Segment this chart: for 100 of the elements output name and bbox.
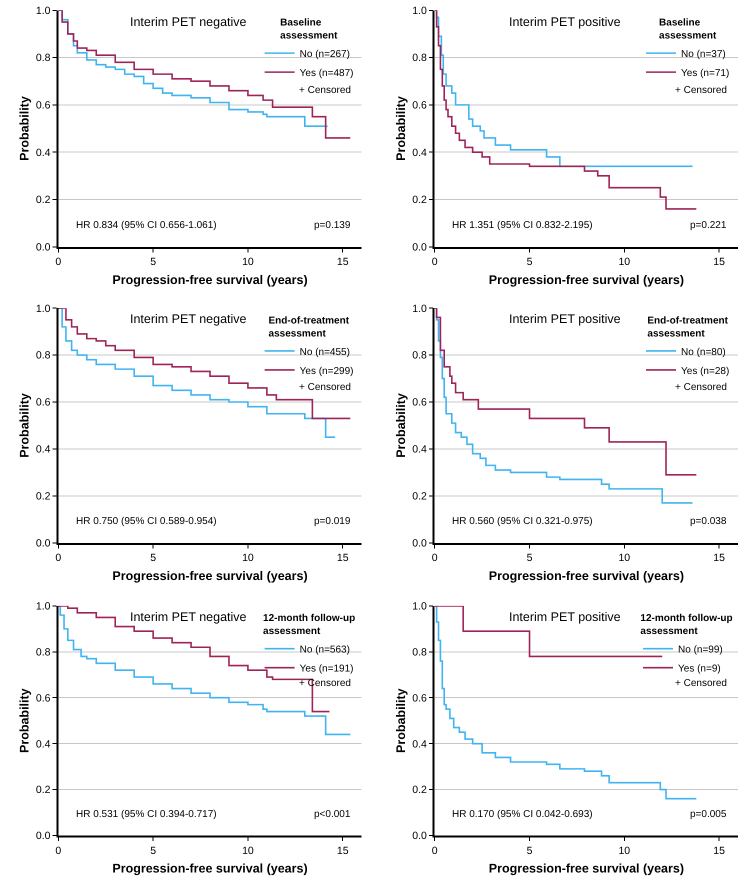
x-tick-label: 15 [336, 256, 349, 268]
y-tick-label: 0.0 [36, 830, 51, 842]
y-tick-label: 0.0 [412, 241, 428, 254]
annotation: p<0.001 [314, 809, 351, 820]
y-axis-title: Probability [18, 688, 32, 753]
legend-label: No (n=455) [300, 346, 350, 358]
y-tick-label: 0.4 [412, 444, 428, 456]
annotation: p=0.019 [314, 516, 351, 527]
chart-title: Interim PET negative [130, 312, 247, 326]
y-tick-label: 0.0 [412, 830, 428, 842]
x-tick-label: 5 [150, 844, 156, 857]
legend-label: No (n=267) [300, 49, 350, 60]
annotation: + Censored [675, 382, 727, 393]
legend-title: Baseline assessment [659, 18, 717, 42]
x-tick-label: 5 [526, 552, 533, 564]
y-tick-label: 0.2 [36, 194, 51, 206]
chart-title: Interim PET negative [130, 15, 247, 29]
annotation: + Censored [675, 85, 727, 96]
x-tick-label: 0 [432, 256, 438, 268]
y-tick-label: 0.2 [412, 784, 428, 796]
y-tick-label: 0.2 [412, 194, 428, 206]
y-tick-label: 0.4 [36, 146, 51, 159]
x-tick-label: 15 [713, 256, 726, 268]
chart-title: Interim PET negative [130, 610, 247, 624]
x-tick-label: 15 [713, 844, 726, 857]
legend-title: End-of-treatment assessment [647, 315, 729, 340]
legend-label: Yes (n=191) [300, 664, 354, 675]
legend-label: Yes (n=9) [678, 664, 721, 675]
annotation: HR 0.750 (95% CI 0.589-0.954) [76, 516, 217, 527]
y-tick-label: 0.8 [36, 52, 51, 64]
annotation: p=0.139 [314, 220, 351, 231]
x-tick-label: 5 [526, 256, 533, 268]
legend-label: No (n=99) [678, 644, 723, 656]
x-tick-label: 5 [526, 844, 533, 857]
legend-title: End-of-treatment assessment [268, 315, 350, 340]
legend-label: Yes (n=28) [681, 366, 730, 377]
y-tick-label: 0.6 [36, 100, 51, 112]
annotation: p=0.005 [690, 809, 727, 820]
legend-title: 12-month follow-up assessment [263, 613, 356, 638]
annotation: HR 0.834 (95% CI 0.656-1.061) [76, 220, 217, 231]
y-tick-label: 0.8 [36, 646, 51, 659]
x-tick-label: 0 [55, 256, 62, 268]
y-tick-label: 0.2 [36, 784, 51, 796]
x-tick-label: 0 [55, 552, 62, 564]
y-tick-label: 0.0 [36, 538, 51, 550]
y-tick-label: 0.4 [412, 738, 428, 750]
annotation: HR 1.351 (95% CI 0.832-2.195) [452, 220, 593, 231]
chart-title: Interim PET positive [509, 312, 621, 326]
x-tick-label: 15 [336, 552, 349, 564]
legend-label: No (n=563) [300, 644, 350, 656]
legend-label: Yes (n=71) [681, 68, 730, 80]
x-tick-label: 10 [618, 256, 630, 268]
y-axis-title: Probability [18, 393, 32, 458]
y-tick-label: 0.8 [412, 52, 428, 64]
x-tick-label: 0 [432, 844, 438, 857]
y-tick-label: 1.0 [412, 600, 428, 613]
y-tick-label: 0.0 [36, 241, 51, 254]
x-tick-label: 10 [242, 844, 254, 857]
x-axis-title: Progression-free survival (years) [488, 568, 684, 583]
y-tick-label: 1.0 [36, 302, 51, 315]
x-tick-label: 15 [336, 844, 349, 857]
x-tick-label: 15 [713, 552, 726, 564]
x-tick-label: 10 [618, 552, 630, 564]
y-tick-label: 1.0 [36, 4, 51, 17]
x-tick-label: 0 [432, 552, 438, 564]
legend-label: No (n=37) [681, 49, 726, 60]
y-tick-label: 0.2 [412, 490, 428, 503]
annotation: HR 0.170 (95% CI 0.042-0.693) [452, 809, 593, 820]
y-tick-label: 1.0 [36, 600, 51, 613]
annotation: HR 0.531 (95% CI 0.394-0.717) [76, 809, 217, 820]
y-tick-label: 0.0 [412, 538, 428, 550]
y-tick-label: 0.6 [36, 692, 51, 704]
annotation: p=0.221 [690, 220, 727, 231]
annotation: + Censored [675, 678, 727, 689]
y-tick-label: 0.6 [412, 100, 428, 112]
x-axis-title: Progression-free survival (years) [488, 862, 684, 876]
x-tick-label: 0 [55, 844, 62, 857]
x-tick-label: 10 [242, 256, 254, 268]
y-tick-label: 0.8 [412, 646, 428, 659]
y-axis-title: Probability [18, 96, 32, 161]
x-tick-label: 10 [618, 844, 630, 857]
legend-title: Baseline assessment [280, 18, 338, 42]
x-tick-label: 5 [150, 552, 156, 564]
y-tick-label: 0.8 [36, 350, 51, 362]
x-axis-title: Progression-free survival (years) [112, 272, 308, 287]
annotation: + Censored [299, 382, 351, 393]
legend-title: 12-month follow-up assessment [640, 613, 733, 638]
y-tick-label: 0.6 [412, 692, 428, 704]
y-axis-title: Probability [394, 688, 408, 753]
legend-label: Yes (n=487) [300, 68, 354, 80]
chart-title: Interim PET positive [509, 15, 621, 29]
y-tick-label: 0.4 [36, 444, 51, 456]
y-tick-label: 0.2 [36, 490, 51, 503]
annotation: + Censored [299, 85, 351, 96]
x-tick-label: 10 [242, 552, 254, 564]
y-tick-label: 0.4 [412, 146, 428, 159]
y-axis-title: Probability [394, 393, 408, 458]
x-tick-label: 5 [150, 256, 156, 268]
y-tick-label: 0.4 [36, 738, 51, 750]
y-tick-label: 1.0 [412, 4, 428, 17]
